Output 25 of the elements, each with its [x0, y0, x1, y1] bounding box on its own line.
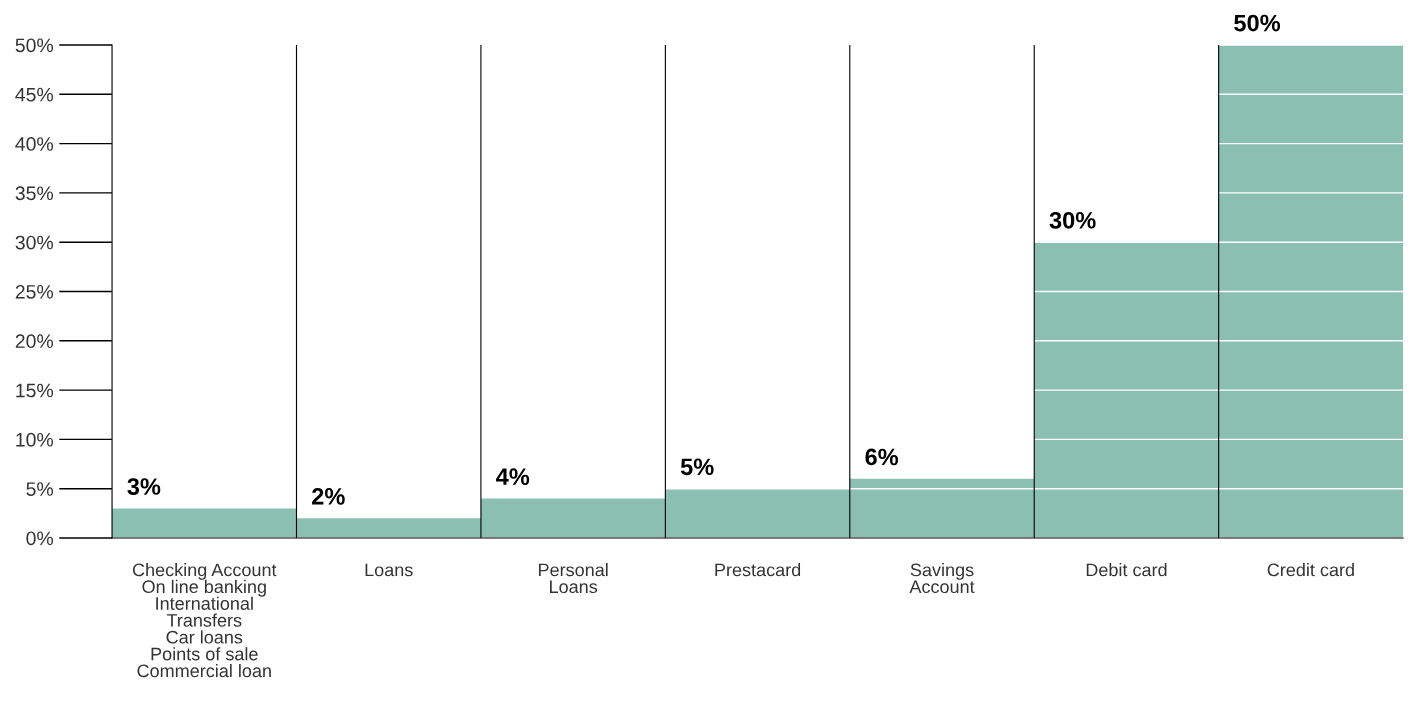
y-tick-label: 10%	[16, 432, 54, 447]
y-tick-label: 5%	[26, 482, 54, 496]
data-label: 3%	[127, 478, 161, 495]
y-tick-label: 40%	[15, 137, 54, 151]
y-tick-label: 30%	[15, 235, 54, 250]
y-tick-label: 45%	[15, 87, 54, 102]
x-tick-label: Loans	[365, 563, 413, 577]
y-tick-label: 35%	[15, 186, 54, 201]
y-tick-label: 0%	[26, 531, 54, 546]
x-tick-label: Savings Account	[909, 563, 975, 594]
y-tick-label: 15%	[16, 383, 54, 398]
y-tick-label: 50%	[15, 38, 54, 53]
x-tick-label: Checking Account On line banking International Transfers Car loans Points of sale Commercial loan	[132, 563, 277, 678]
y-tick-label: 20%	[15, 334, 54, 349]
x-tick-label: Personal Loans	[539, 563, 608, 594]
x-tick-label: Credit card	[1267, 563, 1354, 577]
y-tick-label: 25%	[15, 284, 54, 299]
data-label: 4%	[496, 468, 530, 485]
data-label: 50%	[1234, 14, 1281, 32]
data-label: 30%	[1049, 211, 1096, 229]
x-tick-label: Debit card	[1086, 563, 1167, 577]
data-label: 5%	[680, 458, 714, 476]
x-tick-label: Prestacard	[715, 563, 801, 577]
data-label: 2%	[312, 488, 345, 505]
data-label: 6%	[865, 448, 899, 466]
